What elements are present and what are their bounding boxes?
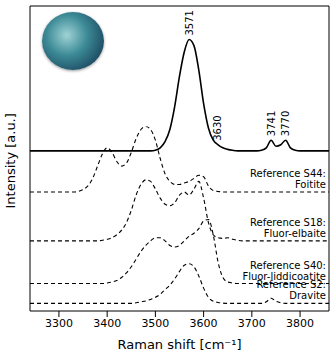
svg-text:3770: 3770 <box>280 111 291 136</box>
svg-text:3741: 3741 <box>266 111 277 136</box>
svg-text:3700: 3700 <box>238 317 266 330</box>
svg-text:Reference S40:Fluor-liddicoati: Reference S40:Fluor-liddicoatite <box>242 260 326 282</box>
svg-text:Raman shift [cm⁻¹]: Raman shift [cm⁻¹] <box>118 337 242 352</box>
svg-text:3571: 3571 <box>184 10 195 35</box>
svg-text:Reference S18:Fluor-elbaite: Reference S18:Fluor-elbaite <box>250 217 326 239</box>
svg-text:3300: 3300 <box>45 317 73 330</box>
svg-text:3500: 3500 <box>141 317 169 330</box>
svg-text:Intensity [a.u.]: Intensity [a.u.] <box>3 113 18 208</box>
svg-text:Reference S44:Foitite: Reference S44:Foitite <box>250 168 326 190</box>
svg-text:3630: 3630 <box>212 115 223 140</box>
svg-text:Reference S2:Dravite: Reference S2:Dravite <box>256 279 326 301</box>
svg-text:3600: 3600 <box>190 317 218 330</box>
svg-text:3400: 3400 <box>93 317 121 330</box>
svg-text:3800: 3800 <box>286 317 314 330</box>
